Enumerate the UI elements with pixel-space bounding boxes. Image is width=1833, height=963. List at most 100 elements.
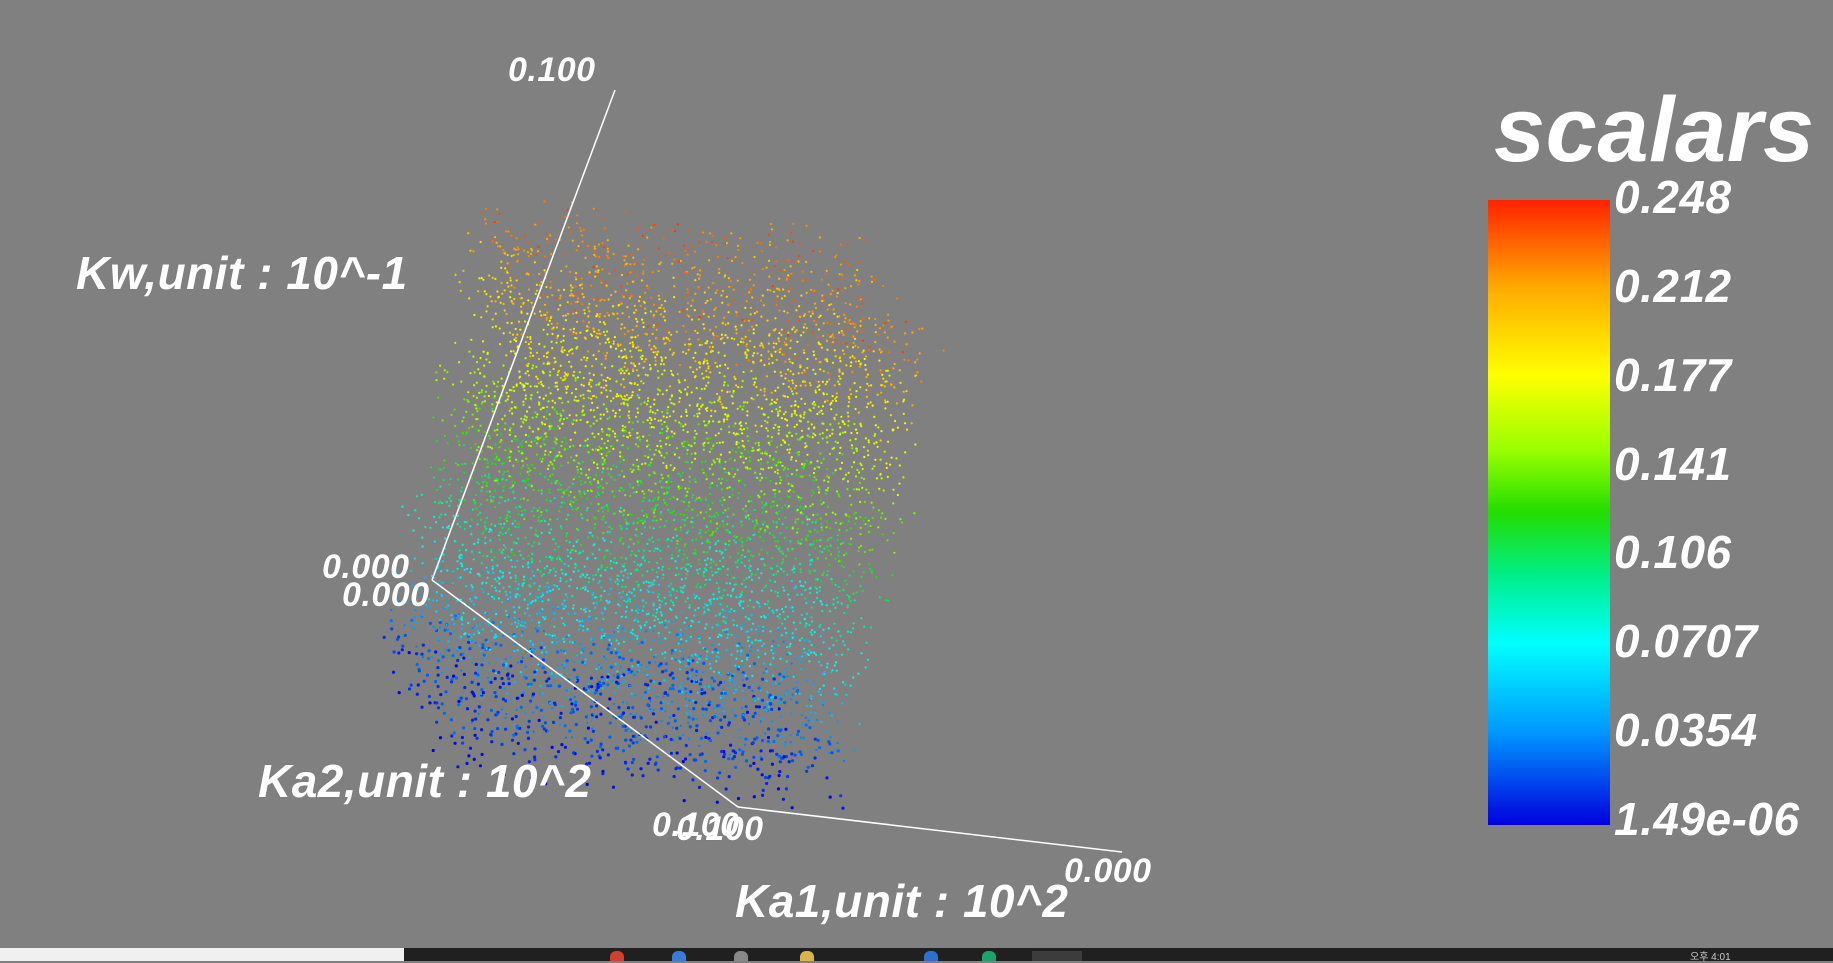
data-point: [618, 369, 621, 372]
data-point: [694, 700, 698, 705]
data-point: [596, 313, 599, 316]
data-point: [750, 574, 753, 577]
data-point: [834, 521, 838, 524]
data-point: [733, 698, 737, 702]
data-point: [556, 412, 559, 415]
data-point: [508, 459, 511, 462]
data-point: [692, 552, 695, 555]
data-point: [796, 438, 799, 441]
data-point: [465, 521, 468, 524]
data-point: [790, 405, 793, 408]
data-point: [551, 611, 554, 615]
data-point: [547, 400, 550, 403]
data-point: [780, 333, 783, 337]
data-point: [736, 244, 740, 247]
data-point: [572, 330, 575, 334]
data-point: [505, 391, 508, 394]
data-point: [601, 510, 605, 513]
data-point: [572, 604, 575, 607]
data-point: [493, 691, 497, 695]
data-point: [597, 329, 600, 332]
data-point: [546, 405, 549, 409]
data-point: [789, 488, 792, 492]
data-point: [810, 423, 813, 426]
data-point: [582, 228, 585, 231]
data-point: [632, 368, 635, 371]
data-point: [763, 504, 766, 507]
data-point: [712, 560, 715, 563]
data-point: [743, 579, 746, 582]
data-point: [800, 613, 803, 617]
data-point: [856, 366, 859, 369]
data-point: [427, 649, 431, 653]
data-point: [775, 526, 778, 529]
data-point: [711, 574, 714, 577]
data-point: [571, 348, 574, 351]
data-point: [722, 629, 725, 632]
data-point: [718, 458, 721, 461]
data-point: [510, 407, 513, 410]
data-point: [441, 419, 444, 422]
data-point: [694, 553, 697, 556]
data-point: [641, 318, 644, 321]
data-point: [534, 411, 537, 414]
data-point: [611, 365, 614, 368]
data-point: [435, 701, 439, 705]
data-point: [792, 373, 795, 376]
data-point: [661, 477, 664, 480]
data-point: [683, 514, 686, 517]
data-point: [494, 642, 498, 646]
data-point: [471, 586, 474, 589]
data-point: [468, 597, 472, 601]
data-point: [601, 471, 604, 474]
data-point: [714, 306, 718, 309]
data-point: [546, 684, 550, 688]
data-point: [498, 522, 501, 525]
data-point: [440, 502, 444, 505]
data-point: [827, 476, 831, 479]
data-point: [652, 324, 656, 327]
data-point: [660, 473, 663, 476]
data-point: [690, 452, 693, 455]
data-point: [769, 479, 772, 482]
data-point: [609, 578, 612, 581]
data-point: [704, 647, 707, 650]
data-point: [867, 348, 870, 351]
data-point: [468, 633, 471, 636]
data-point: [710, 597, 713, 601]
data-point: [620, 367, 623, 370]
data-point: [716, 597, 719, 600]
data-point: [490, 584, 493, 588]
data-point: [659, 549, 662, 552]
data-point: [560, 488, 563, 491]
data-point: [748, 559, 751, 562]
data-point: [481, 658, 484, 662]
data-point: [718, 460, 721, 463]
data-point: [526, 603, 530, 606]
data-point: [817, 380, 820, 383]
data-point: [762, 267, 765, 271]
data-point: [528, 584, 531, 587]
data-point: [727, 685, 730, 688]
data-point: [790, 434, 794, 437]
data-point: [652, 499, 655, 502]
data-point: [480, 489, 483, 492]
data-point: [531, 354, 535, 357]
data-point: [577, 244, 580, 248]
data-point: [774, 299, 777, 302]
data-point: [879, 472, 882, 476]
data-point: [809, 563, 812, 566]
data-point: [557, 371, 560, 374]
data-point: [792, 675, 795, 678]
data-point: [548, 428, 551, 431]
data-point: [782, 558, 785, 561]
data-point: [498, 685, 502, 689]
data-point: [614, 347, 618, 350]
data-point: [548, 319, 551, 322]
data-point: [654, 547, 657, 550]
data-point: [695, 679, 698, 682]
data-point: [846, 604, 849, 607]
data-point: [707, 367, 710, 370]
